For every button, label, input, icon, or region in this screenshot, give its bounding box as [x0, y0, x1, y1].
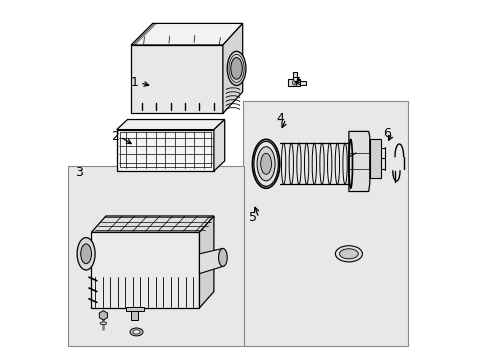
- Polygon shape: [199, 248, 223, 274]
- Polygon shape: [91, 216, 213, 232]
- Polygon shape: [99, 311, 107, 320]
- Ellipse shape: [130, 328, 142, 336]
- Polygon shape: [131, 45, 223, 113]
- Polygon shape: [348, 131, 369, 192]
- Ellipse shape: [257, 147, 275, 181]
- Polygon shape: [125, 307, 143, 311]
- Text: 2: 2: [111, 130, 119, 143]
- Text: 6: 6: [382, 127, 390, 140]
- Bar: [120, 132, 211, 167]
- Ellipse shape: [253, 141, 278, 186]
- Text: 4: 4: [276, 112, 284, 125]
- Ellipse shape: [81, 244, 91, 264]
- Polygon shape: [369, 139, 381, 178]
- Polygon shape: [131, 23, 242, 45]
- Bar: [68, 166, 244, 346]
- Polygon shape: [213, 120, 224, 171]
- Ellipse shape: [218, 248, 227, 266]
- Ellipse shape: [292, 81, 295, 85]
- Ellipse shape: [335, 246, 362, 262]
- Ellipse shape: [230, 58, 242, 79]
- Polygon shape: [199, 216, 213, 308]
- Polygon shape: [91, 232, 199, 308]
- Text: 5: 5: [249, 211, 257, 224]
- Ellipse shape: [260, 153, 271, 174]
- Polygon shape: [117, 130, 213, 171]
- Ellipse shape: [77, 238, 95, 270]
- Ellipse shape: [100, 322, 106, 325]
- Ellipse shape: [227, 51, 245, 85]
- Polygon shape: [117, 120, 224, 130]
- Polygon shape: [287, 72, 300, 86]
- Text: 7: 7: [292, 76, 300, 89]
- Ellipse shape: [133, 330, 140, 334]
- Polygon shape: [131, 311, 138, 320]
- Polygon shape: [223, 23, 242, 113]
- Text: 1: 1: [130, 76, 139, 89]
- Bar: [242, 101, 407, 346]
- Ellipse shape: [339, 249, 358, 259]
- Text: 3: 3: [75, 166, 82, 179]
- Polygon shape: [300, 81, 306, 85]
